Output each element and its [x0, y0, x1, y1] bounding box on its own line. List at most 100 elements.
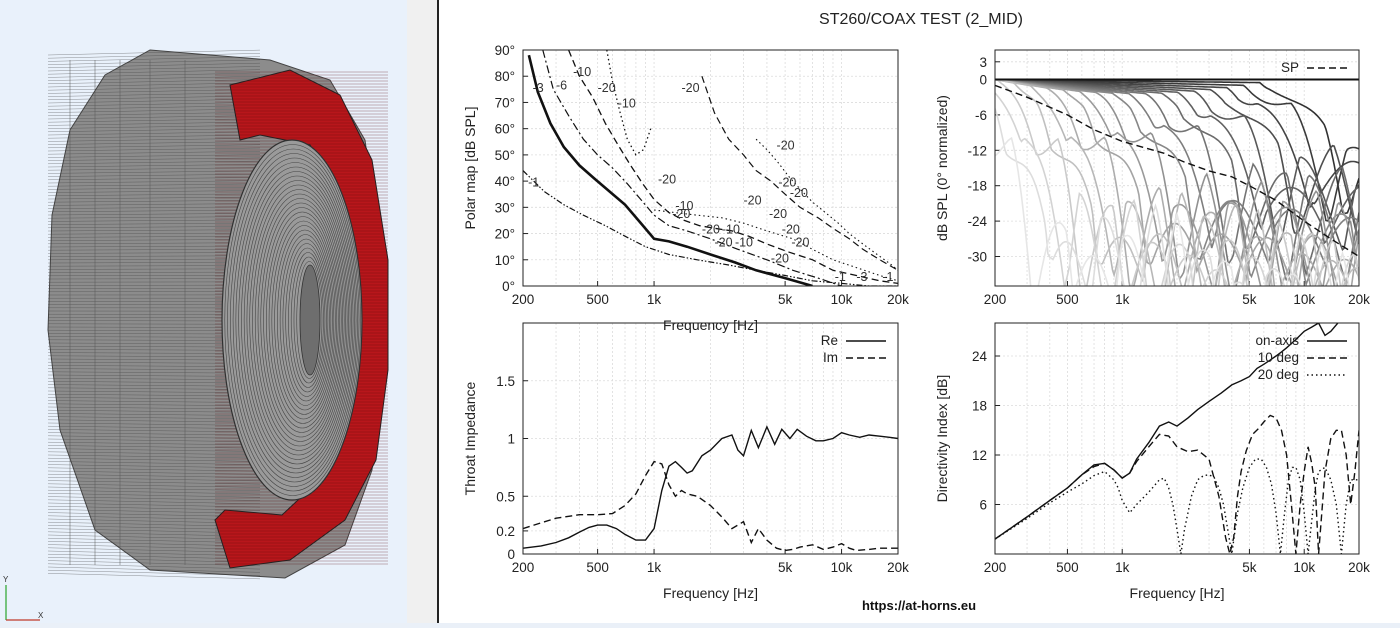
- x-tick-label: 10k: [831, 560, 853, 575]
- contour-label: -10: [573, 65, 591, 79]
- x-tick-label: 20k: [1348, 560, 1370, 575]
- contour-label: -20: [714, 236, 732, 250]
- y-tick-label: 60°: [495, 122, 515, 137]
- x-tick-label: 10k: [831, 292, 853, 307]
- y-tick-label: 0: [507, 547, 515, 562]
- x-tick-label: 200: [984, 292, 1007, 307]
- panel-divider[interactable]: [407, 0, 438, 623]
- x-tick-label: 1k: [647, 560, 662, 575]
- legend-label: 20 deg: [1258, 367, 1299, 382]
- report-canvas: ST260/COAX TEST (2_MID) https://at-horns…: [439, 0, 1400, 623]
- contour-label: -20: [744, 194, 762, 208]
- y-tick-label: 0: [979, 73, 987, 88]
- contour-label: -20: [771, 251, 789, 265]
- contour-label: -20: [769, 207, 787, 221]
- contour-label: -20: [790, 186, 808, 200]
- legend-label: 10 deg: [1258, 350, 1299, 365]
- y-tick-label: 30°: [495, 200, 515, 215]
- legend-label: Re: [821, 333, 838, 348]
- contour-label: -1: [882, 270, 893, 284]
- simulation-report: ST260/COAX TEST (2_MID) https://at-horns…: [437, 0, 1400, 623]
- x-tick-label: 5k: [778, 560, 793, 575]
- report-title: ST260/COAX TEST (2_MID): [819, 11, 1023, 28]
- contour-label: -20: [681, 81, 699, 95]
- legend-label: on-axis: [1255, 333, 1299, 348]
- x-tick-label: 1k: [647, 292, 662, 307]
- contour-label: -20: [702, 223, 720, 237]
- x-tick-label: 500: [1056, 292, 1079, 307]
- contour-label: -20: [791, 236, 809, 250]
- grid: [995, 323, 1359, 554]
- y-tick-label: -12: [967, 143, 987, 158]
- x-tick-label: 5k: [1242, 292, 1257, 307]
- y-axis-title: dB SPL (0° normalized): [934, 95, 950, 241]
- contour-label: -20: [598, 81, 616, 95]
- contour-label: -10: [722, 223, 740, 237]
- x-tick-label: 20k: [887, 292, 909, 307]
- y-tick-label: 3: [979, 55, 987, 70]
- legend-label: SP: [1281, 60, 1299, 75]
- x-tick-label: 200: [512, 560, 535, 575]
- y-tick-label: 50°: [495, 148, 515, 163]
- x-tick-label: 1k: [1115, 560, 1130, 575]
- x-tick-label: 5k: [1242, 560, 1257, 575]
- horn-mesh-render: YX: [0, 0, 407, 623]
- x-tick-label: 10k: [1293, 560, 1315, 575]
- x-tick-label: 5k: [778, 292, 793, 307]
- y-tick-label: -24: [967, 214, 987, 229]
- y-tick-label: 20°: [495, 227, 515, 242]
- footer-url[interactable]: https://at-horns.eu: [862, 598, 976, 613]
- y-tick-label: 10°: [495, 253, 515, 268]
- y-tick-label: 6: [979, 498, 987, 513]
- x-tick-label: 10k: [1293, 292, 1315, 307]
- y-tick-label: 70°: [495, 95, 515, 110]
- contour-label: -20: [672, 207, 690, 221]
- x-tick-label: 20k: [887, 560, 909, 575]
- series-line-3: [569, 50, 898, 283]
- y-axis-label: Y: [3, 575, 9, 584]
- y-tick-label: 24: [972, 349, 988, 364]
- y-tick-label: 80°: [495, 69, 515, 84]
- legend-label: Im: [823, 350, 838, 365]
- y-tick-label: 0.5: [496, 489, 515, 504]
- contour-label: -10: [618, 97, 636, 111]
- y-tick-label: -30: [967, 250, 987, 265]
- chart-normalized: 200 500 1k 5k 10k 20k 3 0 -6 -12 -18 -24 -30 dB SPL (…: [934, 50, 1370, 316]
- axis-gizmo: YX: [3, 575, 44, 620]
- contour-label: -1: [835, 270, 846, 284]
- y-tick-label: -6: [975, 108, 987, 123]
- x-axis-title: Frequency [Hz]: [663, 585, 758, 601]
- plot-area: [995, 315, 1359, 554]
- contour-label: -20: [782, 223, 800, 237]
- contour-label: -3: [856, 270, 867, 284]
- series-line-im: [523, 462, 898, 551]
- x-tick-label: 500: [586, 560, 609, 575]
- contour-label: -20: [658, 173, 676, 187]
- x-tick-label: 500: [1056, 560, 1079, 575]
- y-tick-label: 0°: [502, 279, 515, 294]
- contour-label: -6: [556, 78, 567, 92]
- y-tick-label: 0.2: [496, 524, 515, 539]
- y-tick-label: 12: [972, 448, 987, 463]
- x-tick-label: 200: [984, 560, 1007, 575]
- horn-model: [48, 50, 388, 579]
- contour-label: -3: [533, 81, 544, 95]
- x-tick-label: 1k: [1115, 292, 1130, 307]
- contour-label: -1: [528, 175, 539, 189]
- y-tick-label: 90°: [495, 43, 515, 58]
- contour-label: -10: [735, 236, 753, 250]
- y-tick-label: 40°: [495, 174, 515, 189]
- x-tick-label: 20k: [1348, 292, 1370, 307]
- grid: [523, 323, 898, 554]
- x-axis-title: Frequency [Hz]: [1130, 585, 1225, 601]
- y-tick-label: 1.5: [496, 374, 515, 389]
- x-tick-label: 500: [586, 292, 609, 307]
- y-tick-label: -18: [967, 179, 987, 194]
- grid: [523, 50, 898, 286]
- y-tick-label: 1: [507, 432, 515, 447]
- chart-impedance: 200 500 1k 5k 10k 20k 0 0.2 0.5 1 1.5 Frequency [Hz…: [462, 323, 909, 601]
- horn-throat: [300, 265, 320, 375]
